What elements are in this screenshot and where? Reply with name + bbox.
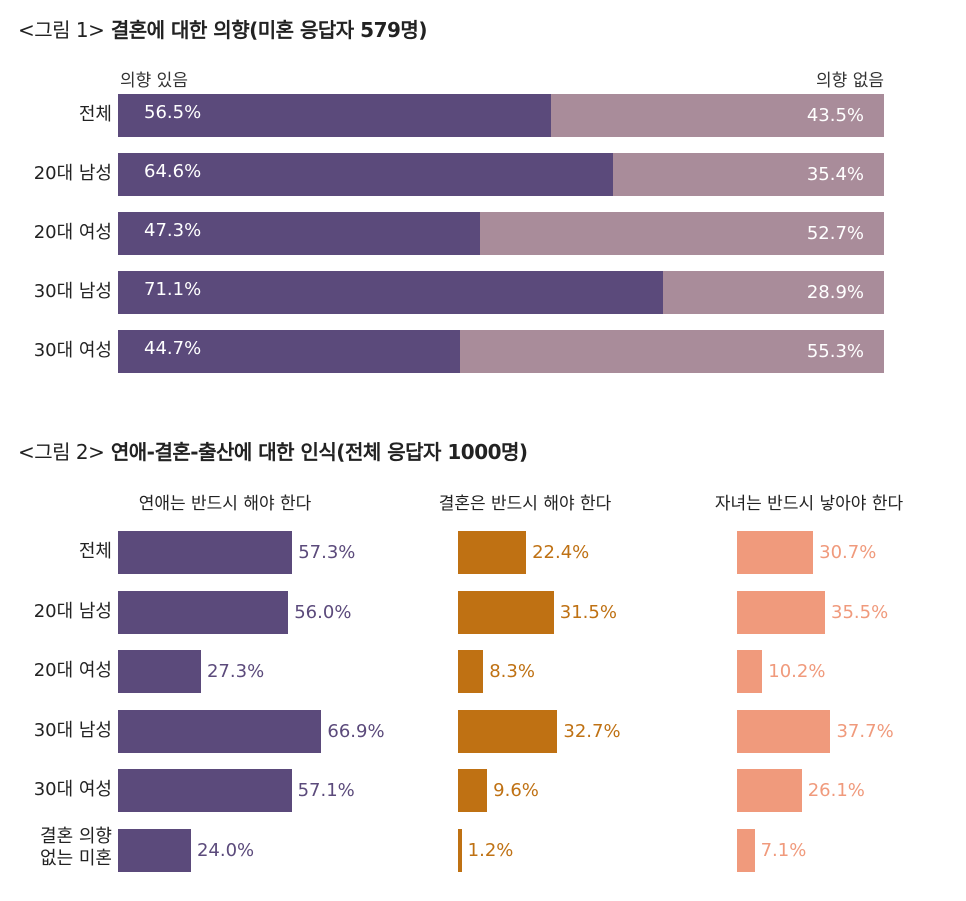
figure2-title-prefix: <그림 2> [18,440,105,464]
fig2-bar [737,769,802,812]
fig2-value-label: 10.2% [768,661,826,682]
fig1-bar-yes [118,153,613,196]
legend-no: 의향 없음 [816,71,884,91]
fig2-bar [118,769,292,812]
fig2-value-label: 37.7% [836,720,894,742]
fig2-value-label: 30.7% [819,542,877,563]
fig2-value-label: 66.9% [327,720,385,742]
figure1-title: <그림 1> 결혼에 대한 의향(미혼 응답자 579명) [18,14,427,43]
figure2-title: <그림 2> 연애-결혼-출산에 대한 인식(전체 응답자 1000명) [18,436,528,465]
fig2-bar [458,769,488,812]
fig2-bar [458,828,462,872]
fig2-category-label: 20대 남성 [33,600,112,622]
fig2-category-label: 30대 여성 [33,779,112,800]
fig2-category-line: 없는 미혼 [40,847,112,869]
fig2-bar [118,828,191,872]
fig1-bar-yes [118,212,481,255]
fig2-bar [737,531,814,574]
fig2-category-label: 20대 여성 [33,660,112,681]
fig2-bar [458,590,554,634]
fig2-bar [458,709,558,753]
fig2-value-label: 7.1% [760,839,807,861]
fig1-bar-no [460,330,884,373]
fig2-value-label: 56.0% [294,601,352,623]
fig1-label-yes: 56.5% [144,102,202,123]
fig2-bar [737,650,763,693]
fig2-bar [458,531,527,574]
fig2-group-header: 연애는 반드시 해야 한다 [138,494,312,514]
fig2-bar [118,709,322,753]
legend-yes: 의향 있음 [120,71,188,91]
fig2-bar [737,590,826,634]
fig2-value-label: 57.3% [298,542,356,563]
fig2-value-label: 26.1% [807,780,865,801]
fig2-value-label: 31.5% [559,601,617,623]
fig1-bar-yes [118,330,461,373]
fig2-bar [458,650,484,693]
fig2-value-label: 8.3% [489,661,535,682]
fig2-bar [118,590,289,634]
fig2-bar [118,531,293,574]
fig2-group-header: 자녀는 반드시 낳아야 한다 [714,494,904,514]
fig2-value-label: 32.7% [563,720,621,742]
fig1-category-label: 30대 여성 [33,340,112,361]
fig1-bar-no [662,271,884,314]
fig2-category-label: 결혼 의향 없는 미혼 [6,826,112,870]
fig1-label-no: 52.7% [806,223,864,244]
fig1-category-label: 전체 [78,104,112,125]
fig1-label-no: 35.4% [806,164,864,185]
fig2-category-line: 결혼 의향 [40,825,112,847]
fig2-value-label: 9.6% [493,780,539,801]
fig1-label-yes: 47.3% [144,220,202,241]
fig2-value-label: 1.2% [467,839,514,861]
figure1-title-main: 결혼에 대한 의향(미혼 응답자 579명) [110,18,428,42]
fig1-category-label: 30대 남성 [33,281,112,302]
fig1-label-no: 55.3% [806,341,864,362]
fig1-bar-no [550,94,884,137]
fig1-bar-yes [118,271,663,314]
fig1-bar-yes [118,94,551,137]
fig1-label-no: 28.9% [806,282,864,303]
fig1-label-yes: 71.1% [144,279,202,300]
fig2-bar [737,828,755,872]
fig1-category-label: 20대 여성 [33,222,112,243]
fig2-value-label: 24.0% [196,839,255,861]
fig2-bar [737,709,831,753]
fig2-value-label: 57.1% [297,780,355,801]
fig1-bar-no [480,212,884,255]
figure2-title-main: 연애-결혼-출산에 대한 인식(전체 응답자 1000명) [110,440,528,464]
fig2-category-label: 전체 [78,541,112,562]
fig1-label-no: 43.5% [806,105,864,126]
fig2-value-label: 27.3% [206,661,265,682]
fig2-value-label: 22.4% [532,542,590,563]
fig2-value-label: 35.5% [831,601,889,623]
figure1-title-prefix: <그림 1> [18,18,105,42]
fig2-group-header: 결혼은 반드시 해야 한다 [438,494,612,514]
fig1-label-yes: 44.7% [144,338,202,359]
fig2-category-label: 30대 남성 [33,719,112,741]
fig1-label-yes: 64.6% [144,161,202,182]
fig1-bar-no [612,153,884,196]
fig2-bar [118,650,201,693]
fig1-category-label: 20대 남성 [33,163,112,184]
